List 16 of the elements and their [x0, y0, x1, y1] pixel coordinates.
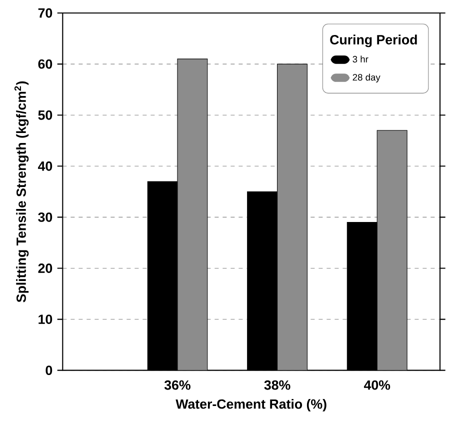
legend-label: 3 hr — [352, 56, 368, 63]
y-tick-label: 20 — [38, 264, 52, 273]
y-tick-label: 0 — [46, 366, 52, 376]
x-tick-label: 40% — [364, 380, 390, 390]
x-axis-title: Water-Cement Ratio (%) — [176, 398, 326, 412]
y-axis-title: Splitting Tensile Strength (kgf/cm$^{2}$) — [14, 81, 29, 302]
y-tick-label: 70 — [38, 8, 52, 18]
x-tick-label: 38% — [264, 380, 290, 390]
x-tick-label: 36% — [164, 380, 190, 390]
legend-label: 28 day — [352, 74, 380, 82]
legend-title: Curing Period — [330, 34, 417, 48]
y-tick-label: 60 — [38, 59, 52, 69]
y-tick-label: 50 — [38, 110, 52, 120]
y-tick-label: 10 — [38, 314, 52, 324]
y-tick-label: 30 — [38, 212, 52, 222]
y-tick-label: 40 — [38, 161, 52, 171]
